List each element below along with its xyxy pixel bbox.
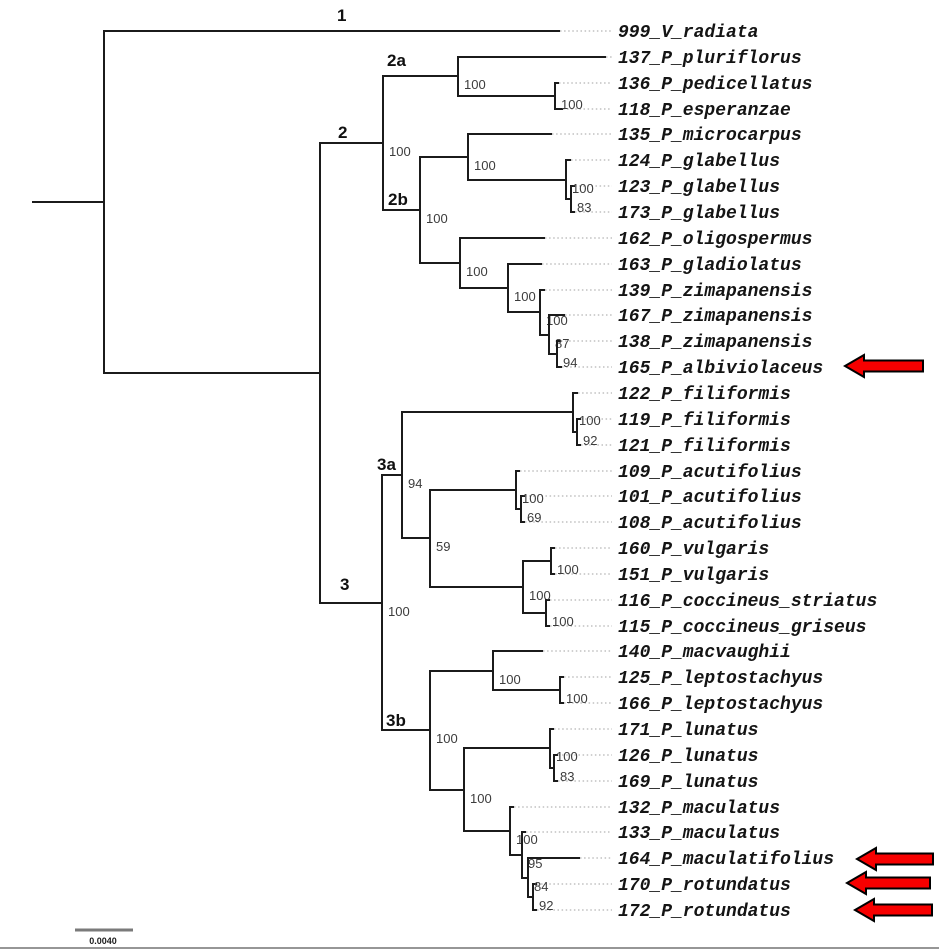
support-value: 95 <box>528 856 542 871</box>
taxon-label: 123_P_glabellus <box>618 178 780 198</box>
taxon-label: 122_P_filiformis <box>618 385 791 405</box>
support-value: 100 <box>388 604 410 619</box>
taxon-label: 132_P_maculatus <box>618 799 780 819</box>
support-value: 100 <box>579 413 601 428</box>
highlight-arrow-icon <box>845 870 931 896</box>
taxon-label: 163_P_gladiolatus <box>618 256 802 276</box>
taxon-label: 171_P_lunatus <box>618 721 758 741</box>
taxon-label: 169_P_lunatus <box>618 773 758 793</box>
taxon-label: 172_P_rotundatus <box>618 902 791 922</box>
clade-label: 3b <box>386 711 406 730</box>
taxon-label: 138_P_zimapanensis <box>618 333 812 353</box>
taxon-label: 164_P_maculatifolius <box>618 850 834 870</box>
support-value: 83 <box>577 200 591 215</box>
support-value: 100 <box>546 313 568 328</box>
clade-label: 2b <box>388 190 408 209</box>
support-value: 83 <box>560 769 574 784</box>
taxon-label: 121_P_filiformis <box>618 437 791 457</box>
support-value: 100 <box>514 289 536 304</box>
taxon-label: 125_P_leptostachyus <box>618 669 823 689</box>
support-value: 100 <box>557 562 579 577</box>
taxon-label: 139_P_zimapanensis <box>618 282 812 302</box>
support-value: 100 <box>522 491 544 506</box>
support-value: 84 <box>534 879 548 894</box>
taxon-label: 173_P_glabellus <box>618 204 780 224</box>
highlight-arrow-icon <box>843 353 924 379</box>
support-value: 92 <box>539 898 553 913</box>
support-value: 100 <box>464 77 486 92</box>
taxon-label: 162_P_oligospermus <box>618 230 812 250</box>
clade-label: 3 <box>340 575 349 594</box>
taxon-label: 151_P_vulgaris <box>618 566 769 586</box>
taxon-label: 133_P_maculatus <box>618 824 780 844</box>
support-value: 100 <box>516 832 538 847</box>
clade-label: 1 <box>337 6 346 25</box>
support-value: 100 <box>556 749 578 764</box>
taxon-label: 115_P_coccineus_griseus <box>618 618 866 638</box>
scale-bar-label: 0.0040 <box>89 936 117 946</box>
support-value: 100 <box>470 791 492 806</box>
taxon-label: 165_P_albiviolaceus <box>618 359 823 379</box>
taxon-label: 119_P_filiformis <box>618 411 791 431</box>
support-value: 100 <box>474 158 496 173</box>
taxon-label: 109_P_acutifolius <box>618 463 802 483</box>
support-value: 100 <box>572 181 594 196</box>
support-value: 100 <box>552 614 574 629</box>
taxon-label: 136_P_pedicellatus <box>618 75 812 95</box>
support-value: 92 <box>583 433 597 448</box>
taxon-label: 116_P_coccineus_striatus <box>618 592 877 612</box>
clade-label: 3a <box>377 455 396 474</box>
taxon-label: 118_P_esperanzae <box>618 101 791 121</box>
taxon-label: 137_P_pluriflorus <box>618 49 802 69</box>
taxon-label: 166_P_leptostachyus <box>618 695 823 715</box>
support-value: 59 <box>436 539 450 554</box>
taxon-label: 167_P_zimapanensis <box>618 307 812 327</box>
taxon-label: 170_P_rotundatus <box>618 876 791 896</box>
taxon-label: 126_P_lunatus <box>618 747 758 767</box>
support-value: 100 <box>566 691 588 706</box>
support-value: 87 <box>555 336 569 351</box>
highlight-arrow-icon <box>855 846 934 872</box>
taxon-label: 108_P_acutifolius <box>618 514 802 534</box>
taxon-label: 135_P_microcarpus <box>618 126 802 146</box>
support-value: 94 <box>408 476 422 491</box>
support-value: 100 <box>389 144 411 159</box>
taxon-label: 999_V_radiata <box>618 23 758 43</box>
taxon-label: 101_P_acutifolius <box>618 488 802 508</box>
support-value: 100 <box>529 588 551 603</box>
support-value: 100 <box>499 672 521 687</box>
clade-label: 2 <box>338 123 347 142</box>
clade-label: 2a <box>387 51 406 70</box>
support-value: 69 <box>527 510 541 525</box>
support-value: 94 <box>563 355 577 370</box>
support-value: 100 <box>426 211 448 226</box>
taxon-label: 160_P_vulgaris <box>618 540 769 560</box>
highlight-arrow-icon <box>853 897 933 923</box>
taxon-label: 124_P_glabellus <box>618 152 780 172</box>
support-value: 100 <box>466 264 488 279</box>
taxon-label: 140_P_macvaughii <box>618 643 791 663</box>
support-value: 100 <box>561 97 583 112</box>
support-value: 100 <box>436 731 458 746</box>
